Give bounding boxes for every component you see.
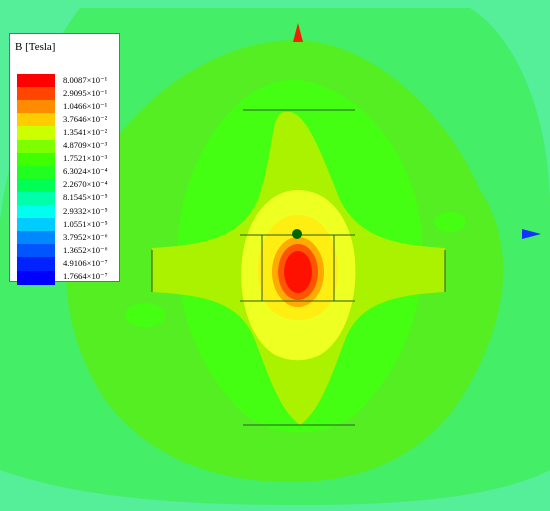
legend-swatch <box>17 165 55 180</box>
legend-value: 3.7952×10⁻⁶ <box>63 231 108 242</box>
legend-swatch <box>17 270 55 285</box>
legend-swatch <box>17 87 55 102</box>
color-legend: B [Tesla] 8.0087×10⁻¹ 2.9095×10⁻¹ 1.0466×1… <box>9 33 120 285</box>
legend-swatch <box>17 113 55 128</box>
legend-value: 1.0466×10⁻¹ <box>63 100 108 111</box>
field-island-left <box>125 303 165 327</box>
legend-value: 1.3652×10⁻⁶ <box>63 244 108 255</box>
legend-value: 8.1545×10⁻⁵ <box>63 192 108 203</box>
legend-swatch <box>17 257 55 272</box>
legend-value: 2.9332×10⁻⁵ <box>63 205 108 216</box>
legend-swatch <box>17 139 55 154</box>
legend-value: 2.9095×10⁻¹ <box>63 87 108 98</box>
field-region-hot-3 <box>284 251 312 293</box>
legend-swatch <box>17 152 55 167</box>
legend-swatch <box>17 178 55 193</box>
x-axis-arrow-icon <box>522 229 541 239</box>
legend-value: 8.0087×10⁻¹ <box>63 74 108 85</box>
legend-swatch <box>17 191 55 206</box>
legend-value: 1.7521×10⁻³ <box>63 153 108 164</box>
legend-value: 1.3541×10⁻² <box>63 126 108 137</box>
legend-value: 1.0551×10⁻⁵ <box>63 218 108 229</box>
field-island-right <box>434 212 466 232</box>
legend-swatch <box>17 218 55 233</box>
legend-value: 6.3024×10⁻⁴ <box>63 166 108 177</box>
legend-value: 4.8709×10⁻³ <box>63 140 108 150</box>
legend-value: 3.7646×10⁻² <box>63 113 108 124</box>
legend-swatch <box>17 244 55 259</box>
legend-title: B [Tesla] <box>15 41 56 53</box>
z-axis-arrow-icon <box>293 23 303 42</box>
origin-marker-icon <box>292 229 302 239</box>
legend-value: 1.7664×10⁻⁷ <box>63 271 108 281</box>
legend-swatch <box>17 100 55 115</box>
legend-value: 4.9106×10⁻⁷ <box>63 257 108 268</box>
legend-swatch <box>17 126 55 141</box>
legend-swatch <box>17 205 55 219</box>
legend-value: 2.2670×10⁻⁴ <box>63 179 108 190</box>
legend-swatch <box>17 231 55 246</box>
legend-swatch <box>17 74 55 88</box>
